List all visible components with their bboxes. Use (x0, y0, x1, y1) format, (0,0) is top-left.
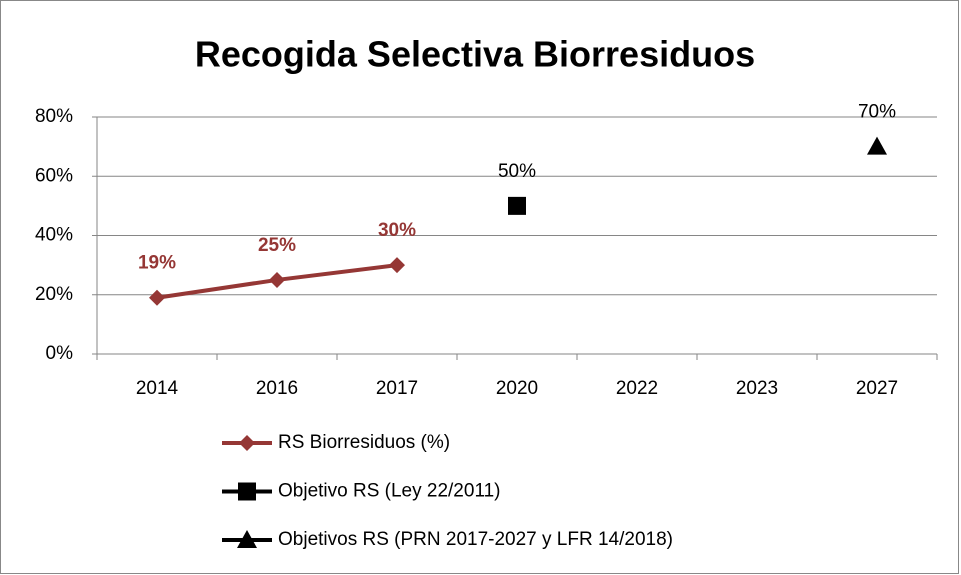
y-tick-label: 20% (35, 284, 73, 305)
data-label: 25% (258, 235, 296, 256)
data-label: 19% (138, 253, 176, 274)
marker (269, 271, 285, 288)
marker (867, 136, 887, 155)
legend-label: RS Biorresiduos (%) (278, 432, 450, 453)
x-tick-label: 2027 (856, 378, 898, 399)
data-label: 30% (378, 220, 416, 241)
y-tick-label: 80% (35, 106, 73, 127)
y-tick-label: 40% (35, 225, 73, 246)
x-tick-label: 2016 (256, 378, 298, 399)
y-tick-label: 60% (35, 165, 73, 186)
marker (238, 482, 256, 501)
x-tick-label: 2022 (616, 378, 658, 399)
marker (389, 257, 405, 274)
data-label: 50% (498, 161, 536, 182)
x-tick-label: 2023 (736, 378, 778, 399)
y-tick-label: 0% (46, 343, 74, 364)
legend-label: Objetivos RS (PRN 2017-2027 y LFR 14/201… (278, 529, 673, 550)
marker (508, 196, 526, 215)
data-label: 70% (858, 102, 896, 123)
legend-label: Objetivo RS (Ley 22/2011) (278, 481, 501, 502)
marker (239, 435, 255, 451)
marker (237, 530, 257, 548)
chart-title: Recogida Selectiva Biorresiduos (195, 34, 755, 75)
x-tick-label: 2014 (136, 378, 179, 399)
x-tick-label: 2020 (496, 378, 538, 399)
x-tick-label: 2017 (376, 378, 418, 399)
marker (149, 289, 165, 306)
